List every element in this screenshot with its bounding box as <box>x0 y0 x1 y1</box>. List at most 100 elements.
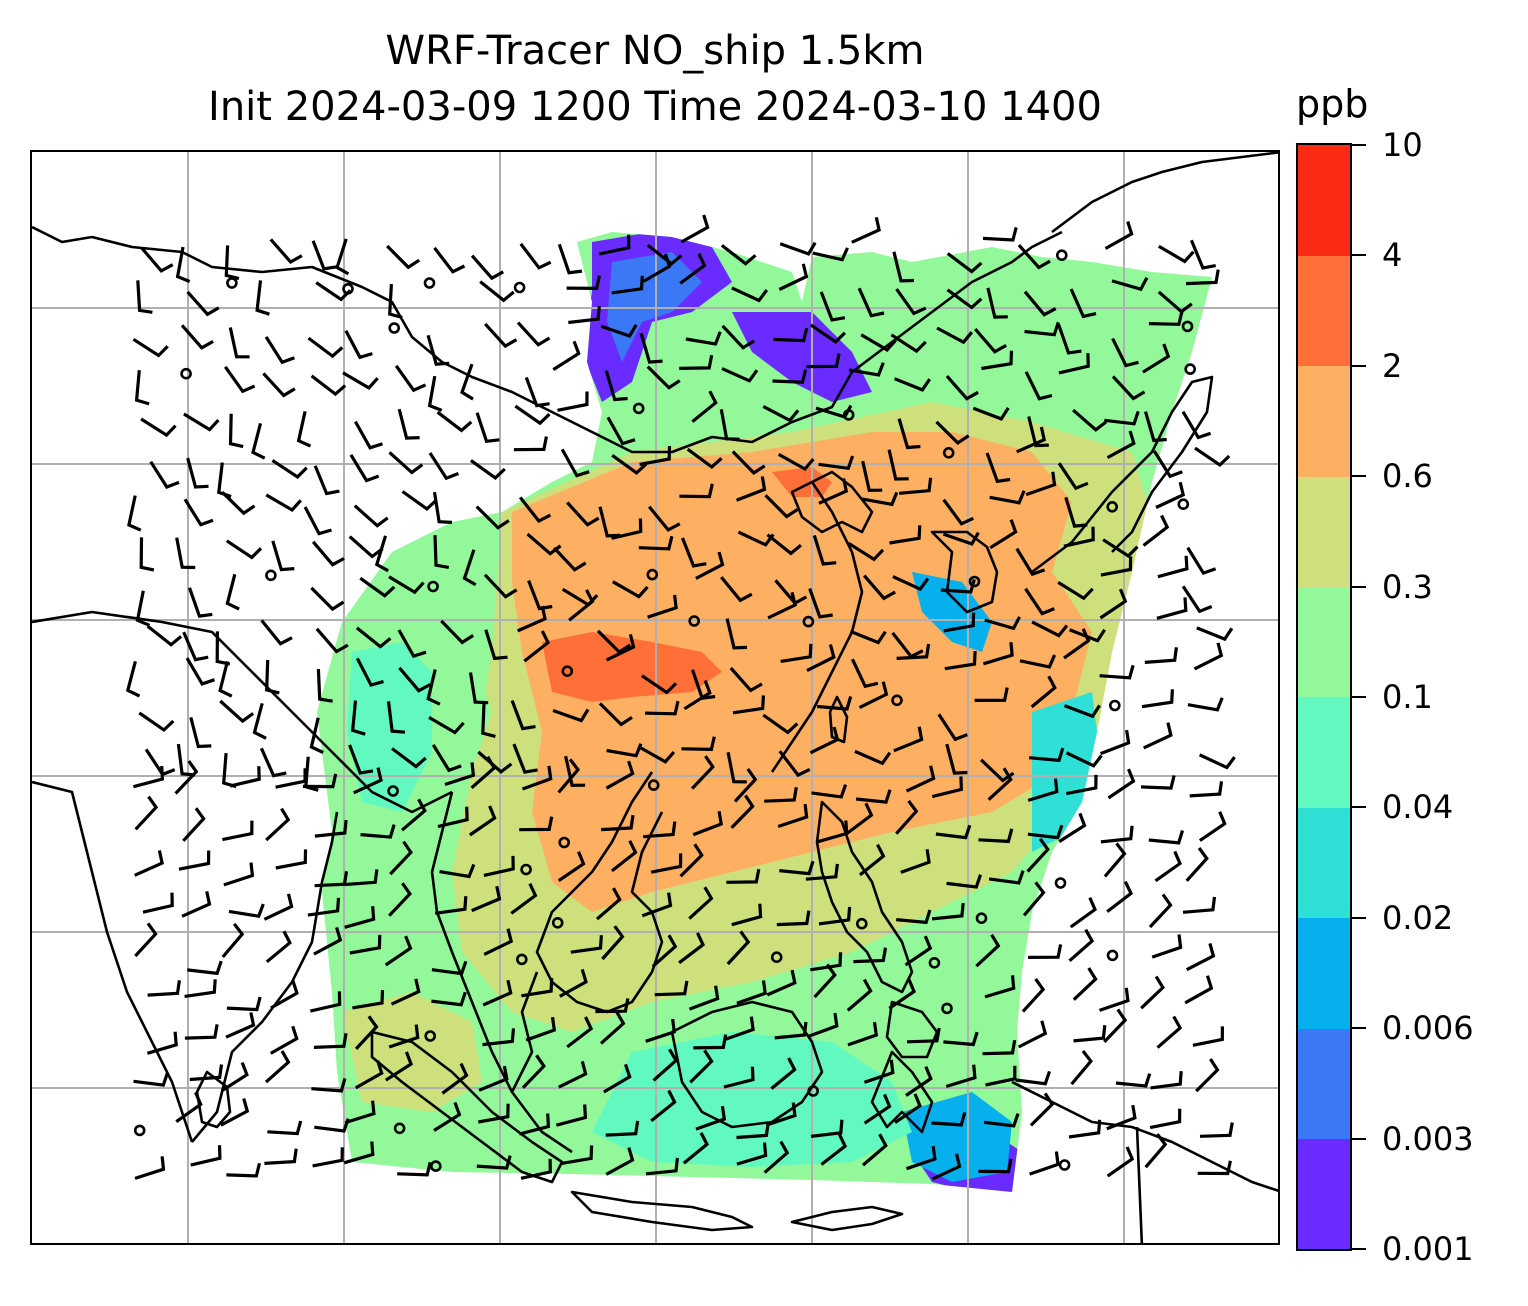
wind-barb <box>731 903 763 927</box>
wind-barb-calm <box>226 277 238 289</box>
wind-barb-calm <box>1109 699 1121 712</box>
wind-barb <box>557 758 581 794</box>
wind-barb <box>935 420 970 445</box>
wind-barb <box>260 619 293 646</box>
wind-barb <box>601 925 625 961</box>
wind-barb <box>638 535 674 551</box>
wind-barb <box>313 465 340 496</box>
wind-barb <box>1198 811 1227 842</box>
wind-barb <box>219 699 255 724</box>
wind-barb <box>774 1021 808 1040</box>
coastline-indochina <box>535 771 664 1014</box>
wind-barb <box>805 863 839 881</box>
colorbar-segment <box>1298 476 1350 588</box>
wind-barb <box>1030 675 1057 709</box>
wind-barb <box>596 629 631 655</box>
wind-barb <box>972 406 1010 421</box>
wind-barb <box>764 494 799 519</box>
wind-barb <box>186 290 220 317</box>
wind-barb-calm <box>513 281 526 294</box>
wind-barb <box>899 477 933 495</box>
coastline-sumatra <box>370 1030 564 1184</box>
wind-barb <box>1063 628 1091 660</box>
wind-barb-calm <box>1177 498 1190 511</box>
wind-barb <box>427 375 443 412</box>
wind-barb <box>132 337 169 358</box>
wind-barb <box>595 998 630 1014</box>
colorbar-tick <box>1352 916 1366 919</box>
wind-barb-calm <box>561 665 574 678</box>
map-svg <box>32 152 1278 1243</box>
wind-barb <box>720 576 753 603</box>
wind-barb <box>479 280 515 303</box>
wind-barb <box>475 505 510 530</box>
wind-barb <box>809 323 847 344</box>
wind-barb <box>646 365 681 390</box>
wind-barb <box>650 1089 677 1123</box>
wind-barb-calm <box>968 575 981 588</box>
wind-barb <box>818 455 855 471</box>
wind-barb <box>264 1050 291 1084</box>
wind-barb <box>310 586 345 612</box>
wind-barb <box>726 868 761 884</box>
wind-barb <box>1104 410 1140 426</box>
wind-barb <box>849 629 887 645</box>
wind-barb <box>140 417 177 438</box>
wind-barb <box>729 666 763 693</box>
wind-barb <box>1143 411 1167 443</box>
wind-barb <box>812 247 849 262</box>
wind-barb <box>985 452 1011 484</box>
wind-barb <box>1100 825 1134 844</box>
wind-barb-calm <box>802 615 815 628</box>
wind-barb <box>1148 311 1184 326</box>
wind-barb <box>780 643 813 663</box>
wind-barb <box>978 828 1014 844</box>
wind-barb <box>264 1148 298 1165</box>
wind-barb <box>1068 1119 1102 1139</box>
wind-barb <box>1182 896 1217 914</box>
wind-barb <box>269 1025 299 1055</box>
wind-barb <box>1015 547 1046 577</box>
wind-barb <box>1189 239 1216 270</box>
wind-barb <box>516 321 551 347</box>
wind-barb <box>444 762 476 787</box>
wind-barb <box>1198 753 1236 770</box>
wind-barb <box>310 374 347 397</box>
wind-barb <box>1026 837 1050 873</box>
wind-barb <box>654 980 689 997</box>
wind-barb <box>386 244 421 270</box>
wind-barb <box>267 1120 303 1136</box>
wind-barb <box>731 286 769 303</box>
wind-barb <box>135 590 151 627</box>
wind-barb <box>905 1065 933 1097</box>
wind-barb <box>397 408 420 440</box>
wind-barb <box>1024 587 1055 616</box>
wind-barb <box>652 1048 679 1082</box>
colorbar-segment <box>1298 917 1350 1029</box>
wind-barb <box>349 934 382 955</box>
wind-barb <box>1144 1133 1168 1169</box>
wind-barb <box>690 755 715 790</box>
wind-barb <box>183 412 220 432</box>
wind-barb <box>688 886 714 920</box>
wind-barb <box>229 766 261 788</box>
wind-barb <box>679 354 714 370</box>
wind-barb <box>850 658 879 689</box>
wind-barb <box>302 773 338 789</box>
wind-barb <box>303 506 332 536</box>
wind-barb <box>140 247 174 273</box>
wind-barb <box>679 253 707 285</box>
wind-barb <box>1185 269 1220 286</box>
wind-barb <box>1057 323 1082 355</box>
wind-barb <box>521 765 553 791</box>
wind-barb <box>1058 353 1090 375</box>
wind-barb <box>175 537 196 570</box>
wind-barb <box>1098 987 1130 1012</box>
colorbar-tick-label: 10 <box>1382 126 1423 164</box>
wind-barb <box>645 1157 679 1176</box>
wind-barb <box>350 700 366 736</box>
wind-barb <box>813 963 837 999</box>
wind-barb <box>139 537 155 572</box>
wind-barb <box>146 624 183 647</box>
wind-barb <box>931 1111 967 1127</box>
